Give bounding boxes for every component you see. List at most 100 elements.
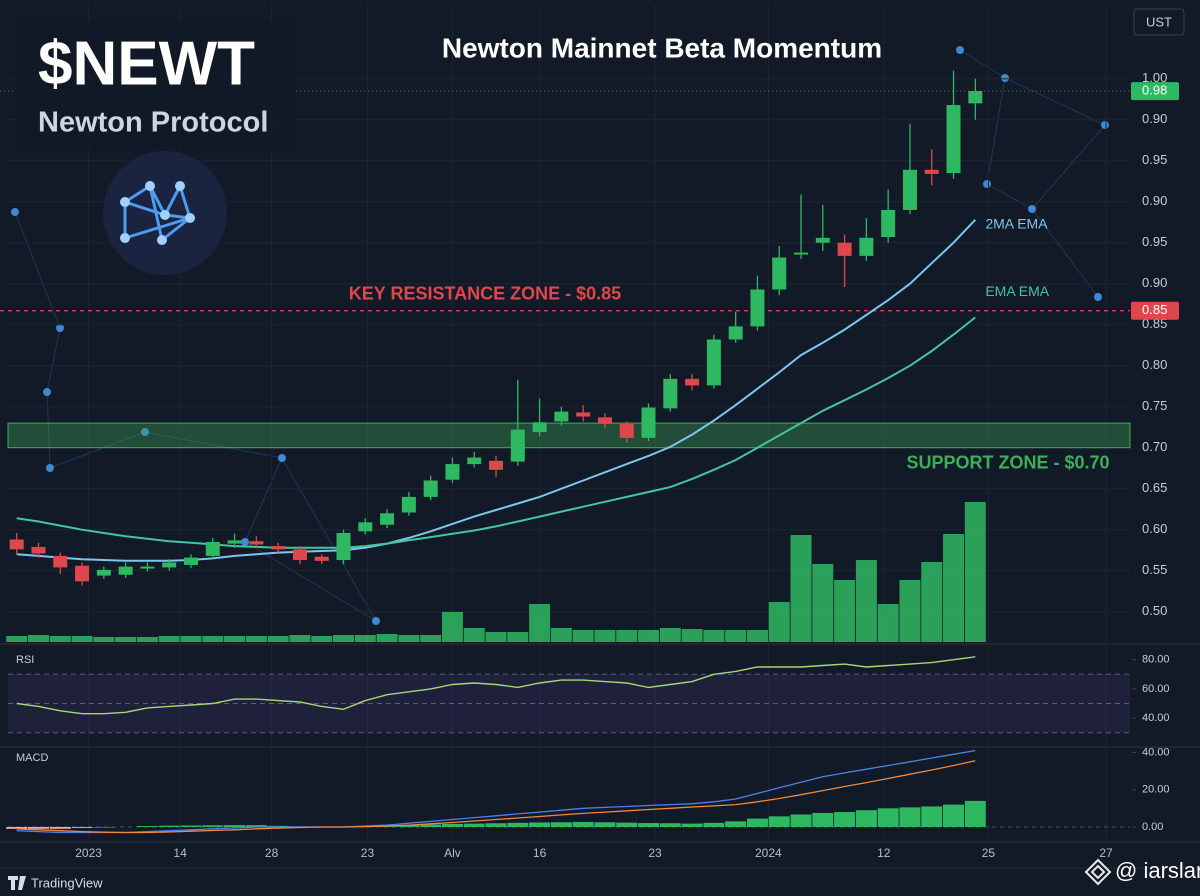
y-tick-label: 0.90 bbox=[1142, 111, 1167, 126]
y-tick-label: 0.60 bbox=[1142, 521, 1167, 536]
currency-box bbox=[1133, 8, 1185, 36]
y-tick-label: 0.80 bbox=[1142, 357, 1167, 372]
ma-line bbox=[16, 316, 976, 549]
price-tag: 0.98 bbox=[1142, 83, 1167, 98]
histogram-bar bbox=[703, 822, 725, 827]
network-line bbox=[1031, 208, 1099, 298]
network-node bbox=[1094, 293, 1102, 301]
histogram-bar bbox=[855, 810, 877, 827]
x-tick-label: 16 bbox=[533, 846, 547, 860]
y-tick-label: 20.00 bbox=[1142, 784, 1170, 796]
y-tick-label: 0.00 bbox=[1142, 821, 1163, 833]
network-line bbox=[244, 541, 377, 622]
candle-body bbox=[728, 326, 743, 340]
resistance-label: KEY RESISTANCE ZONE - $0.85 bbox=[349, 283, 621, 303]
network-line bbox=[1031, 124, 1106, 210]
watermark-icon bbox=[1084, 858, 1112, 886]
histogram-bar bbox=[485, 823, 507, 827]
network-line bbox=[14, 211, 61, 329]
network-node bbox=[141, 428, 149, 436]
volume-bar bbox=[136, 637, 158, 642]
volume-bar bbox=[964, 502, 986, 642]
tradingview-logo bbox=[8, 876, 26, 890]
candle-body bbox=[227, 540, 242, 544]
histogram-bar bbox=[768, 816, 790, 827]
volume-bar bbox=[616, 630, 638, 642]
volume-bar bbox=[725, 630, 747, 642]
volume-bar bbox=[790, 535, 812, 642]
histogram-bar bbox=[49, 826, 71, 829]
histogram-bar bbox=[463, 823, 485, 827]
logo-node bbox=[175, 181, 185, 191]
y-tick-label: 80.00 bbox=[1142, 654, 1170, 666]
histogram-bar bbox=[71, 826, 93, 828]
macd-line bbox=[16, 760, 976, 834]
candle-body bbox=[75, 565, 90, 582]
candle-body bbox=[205, 541, 220, 556]
network-decoration bbox=[11, 46, 1109, 625]
histogram-bar bbox=[943, 804, 965, 827]
y-tick-label: 40.00 bbox=[1142, 712, 1170, 724]
candle-body bbox=[750, 289, 765, 327]
candle-body bbox=[140, 566, 155, 569]
x-tick-label: 2023 bbox=[75, 846, 102, 860]
histogram-bar bbox=[202, 825, 224, 827]
volume-bar bbox=[485, 632, 507, 642]
histogram-bar bbox=[136, 826, 158, 827]
volume-bar bbox=[267, 636, 289, 642]
network-line bbox=[959, 49, 1006, 79]
currency: UST bbox=[1146, 14, 1172, 29]
histogram-bar bbox=[659, 823, 681, 827]
price-tag-bg bbox=[1131, 82, 1179, 101]
candle-body bbox=[118, 566, 133, 575]
y-tick-label: 0.65 bbox=[1142, 480, 1167, 495]
candle-body bbox=[772, 257, 787, 290]
y-tick-label: 0.70 bbox=[1142, 439, 1167, 454]
volume-bar bbox=[224, 636, 246, 642]
candle-body bbox=[924, 169, 939, 174]
network-node bbox=[956, 46, 964, 54]
y-tick-label: 0.95 bbox=[1142, 152, 1167, 167]
network-node bbox=[1001, 74, 1009, 82]
x-tick-label: 27 bbox=[1099, 846, 1113, 860]
y-tick-label: 0.75 bbox=[1142, 398, 1167, 413]
logo-lines bbox=[124, 200, 191, 240]
volume-bar bbox=[441, 612, 463, 642]
candle-body bbox=[968, 91, 983, 104]
network-line bbox=[49, 431, 146, 469]
candle-body bbox=[53, 555, 68, 568]
volume-bar bbox=[899, 580, 921, 642]
logo-nodes bbox=[120, 181, 195, 245]
brand-panel bbox=[16, 20, 296, 150]
rsi-line bbox=[16, 656, 976, 715]
candle-body bbox=[859, 237, 874, 256]
volume-bar bbox=[638, 630, 660, 642]
network-line bbox=[46, 327, 61, 393]
logo-node bbox=[185, 213, 195, 223]
candle-body bbox=[336, 532, 351, 561]
volume-bar bbox=[463, 628, 485, 642]
volume-bar bbox=[768, 602, 790, 642]
network-node bbox=[11, 208, 19, 216]
y-tick-label: 0.90 bbox=[1142, 275, 1167, 290]
network-node bbox=[56, 324, 64, 332]
y-tick-label: 0.95 bbox=[1142, 234, 1167, 249]
network-line bbox=[281, 457, 377, 622]
macd-line bbox=[16, 749, 976, 834]
volume-bar bbox=[877, 604, 899, 642]
x-tick-label: 14 bbox=[173, 846, 187, 860]
y-tick-label: 0.55 bbox=[1142, 562, 1167, 577]
y-tick-label: 0.90 bbox=[1142, 193, 1167, 208]
candle-body bbox=[31, 546, 46, 554]
volume-bar bbox=[550, 628, 572, 642]
logo-node bbox=[160, 210, 170, 220]
x-tick-label: Alv bbox=[444, 846, 461, 860]
candle-body bbox=[619, 423, 634, 438]
volume-bar bbox=[420, 635, 442, 642]
volume-bar bbox=[812, 564, 834, 642]
volume-bar bbox=[659, 628, 681, 642]
volume-bar bbox=[93, 637, 115, 642]
volume-bar bbox=[681, 629, 703, 642]
